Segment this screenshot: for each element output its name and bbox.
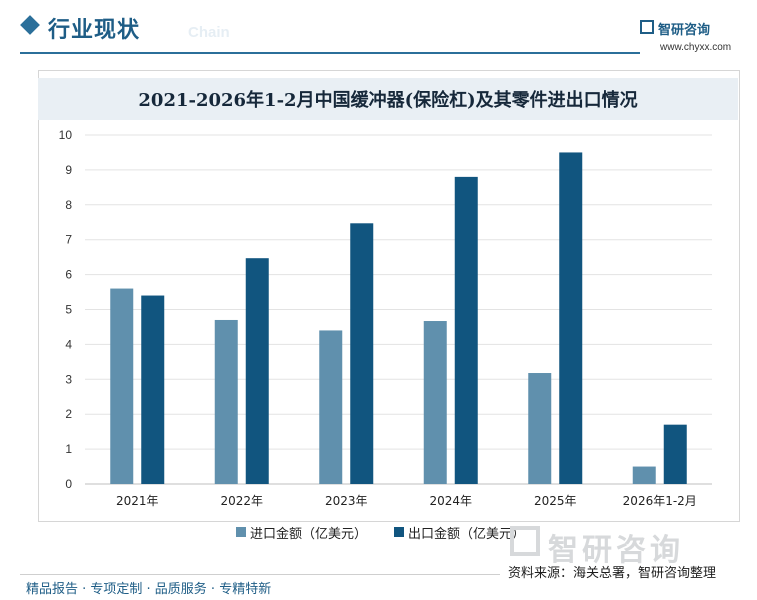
y-tick-label: 0 — [65, 477, 72, 491]
bar-export — [454, 176, 478, 484]
y-tick-label: 6 — [65, 268, 72, 282]
source-note: 资料来源：海关总署，智研咨询整理 — [508, 566, 717, 581]
y-tick-label: 4 — [65, 337, 72, 351]
section-title: 行业现状 — [48, 18, 141, 43]
x-tick-label: 2023年 — [325, 494, 368, 508]
legend-swatch-import — [236, 527, 246, 537]
bar-import — [423, 321, 447, 484]
x-tick-label: 2024年 — [429, 494, 472, 508]
y-tick-label: 7 — [65, 233, 72, 247]
bar-import — [528, 373, 552, 484]
chart-title: 2021-2026年1-2月中国缓冲器(保险杠)及其零件进出口情况 — [138, 90, 638, 111]
x-tick-label: 2022年 — [220, 494, 263, 508]
section-subtitle: Chain — [188, 24, 230, 41]
bar-export — [141, 295, 165, 484]
footer-tagline: 精品报告 · 专项定制 · 品质服务 · 专精特新 — [26, 582, 272, 597]
bar-export — [350, 223, 374, 484]
bar-import — [214, 319, 238, 484]
legend-item-import: 进口金额（亿美元） — [236, 523, 367, 542]
bar-import — [632, 466, 656, 484]
chart-title-band — [38, 78, 738, 120]
y-tick-label: 3 — [65, 372, 72, 386]
y-tick-label: 9 — [65, 163, 72, 177]
bar-import — [319, 330, 343, 484]
bar-export — [559, 152, 583, 484]
y-tick-label: 8 — [65, 198, 72, 212]
legend-swatch-export — [394, 527, 404, 537]
x-tick-label: 2026年1-2月 — [623, 494, 697, 508]
y-tick-label: 10 — [59, 128, 73, 142]
header: 行业现状 Chain 智研咨询 www.chyxx.com — [0, 0, 757, 60]
brand-logo-icon — [640, 20, 654, 34]
legend-item-export: 出口金额（亿美元） — [394, 523, 525, 542]
bar-export — [245, 258, 269, 484]
watermark-text: 智研咨询 — [548, 533, 684, 568]
brand-url: www.chyxx.com — [660, 42, 732, 53]
x-tick-label: 2021年 — [116, 494, 159, 508]
legend-label-export: 出口金额（亿美元） — [408, 527, 526, 542]
x-tick-label: 2025年 — [534, 494, 577, 508]
brand-name: 智研咨询 — [658, 23, 711, 38]
bar-import — [110, 288, 134, 484]
y-tick-label: 2 — [65, 407, 72, 421]
y-tick-label: 1 — [65, 442, 72, 456]
footer-divider — [20, 574, 500, 575]
watermark-logo-icon — [510, 526, 540, 556]
legend-label-import: 进口金额（亿美元） — [250, 527, 368, 542]
header-divider — [20, 52, 640, 54]
y-tick-label: 5 — [65, 303, 72, 317]
bar-export — [663, 424, 687, 484]
